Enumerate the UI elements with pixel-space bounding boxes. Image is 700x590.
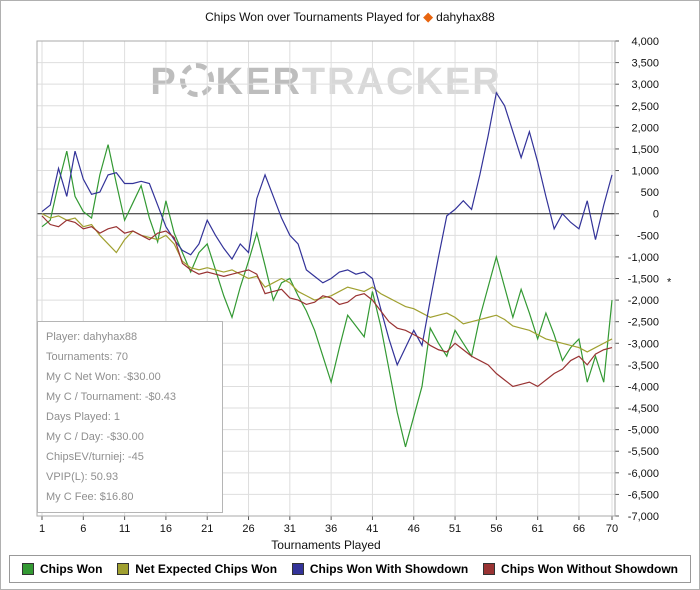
stat-line: Days Played: 1 xyxy=(46,411,120,423)
chart-title-player: dahyhax88 xyxy=(436,10,495,24)
legend-label: Chips Won With Showdown xyxy=(309,562,469,576)
stat-line: VPIP(L): 50.93 xyxy=(46,471,119,483)
y-axis-marker: * xyxy=(667,277,672,289)
stat-line: My C Net Won: -$30.00 xyxy=(46,371,161,383)
x-tick-label: 46 xyxy=(408,523,420,535)
chart-title-text: Chips Won over Tournaments Played for xyxy=(205,10,421,24)
y-tick-label: 1,000 xyxy=(631,166,659,178)
stat-line: ChipsEV/turniej: -45 xyxy=(46,451,144,463)
y-tick-label: -5,000 xyxy=(628,425,659,437)
y-tick-label: -1,000 xyxy=(628,252,659,264)
x-tick-label: 6 xyxy=(80,523,86,535)
y-tick-label: -1,500 xyxy=(628,274,659,286)
series-line-chips-won-without-showdown xyxy=(41,215,613,388)
y-tick-label: 3,000 xyxy=(631,79,659,91)
y-tick-label: 2,500 xyxy=(631,101,659,113)
y-tick-label: 0 xyxy=(653,209,659,221)
plot-frame xyxy=(36,40,616,517)
y-tick-label: 2,000 xyxy=(631,122,659,134)
x-tick-label: 51 xyxy=(449,523,461,535)
watermark-part3: TRACKER xyxy=(301,61,502,103)
x-tick-label: 21 xyxy=(201,523,213,535)
y-tick-label: -2,000 xyxy=(628,295,659,307)
legend-label: Chips Won xyxy=(40,562,103,576)
pokertracker-watermark: P KERTRACKER xyxy=(37,61,615,104)
x-tick-label: 41 xyxy=(366,523,378,535)
stat-line: Tournaments: 70 xyxy=(46,351,128,363)
y-tick-label: -2,500 xyxy=(628,317,659,329)
y-tick-label: -3,500 xyxy=(628,360,659,372)
x-tick-label: 66 xyxy=(573,523,585,535)
stat-line: My C Fee: $16.80 xyxy=(46,491,134,503)
poker-chip-icon xyxy=(179,63,214,97)
legend-item-net-expected-chips-won: Net Expected Chips Won xyxy=(117,562,277,576)
y-tick-label: -5,500 xyxy=(628,446,659,458)
x-tick-label: 1 xyxy=(39,523,45,535)
legend-label: Net Expected Chips Won xyxy=(135,562,278,576)
x-tick-label: 36 xyxy=(325,523,337,535)
y-tick-label: 1,500 xyxy=(631,144,659,156)
legend-label: Chips Won Without Showdown xyxy=(501,562,678,576)
y-tick-label: -7,000 xyxy=(628,511,659,523)
legend-swatch-icon xyxy=(483,563,496,575)
y-tick-label: -6,000 xyxy=(628,468,659,480)
stat-line: My C / Day: -$30.00 xyxy=(46,431,144,443)
stat-line: Player: dahyhax88 xyxy=(46,331,138,343)
legend-swatch-icon xyxy=(291,563,304,575)
y-tick-label: 3,500 xyxy=(631,58,659,70)
y-tick-label: -6,500 xyxy=(628,489,659,501)
x-tick-label: 11 xyxy=(119,523,130,535)
y-tick-label: 500 xyxy=(641,187,659,199)
x-tick-label: 16 xyxy=(160,523,172,535)
legend-item-chips-won: Chips Won xyxy=(22,562,102,576)
x-tick-label: 61 xyxy=(532,523,544,535)
legend-item-chips-won-with-showdown: Chips Won With Showdown xyxy=(291,562,469,576)
y-tick-label: -500 xyxy=(637,230,659,242)
legend-swatch-icon xyxy=(117,563,130,575)
watermark-part1: P xyxy=(150,61,178,103)
x-tick-label: 70 xyxy=(606,523,618,535)
legend-item-chips-won-without-showdown: Chips Won Without Showdown xyxy=(483,562,678,576)
series-line-chips-won-with-showdown xyxy=(41,91,613,367)
y-tick-label: 4,000 xyxy=(631,36,659,48)
legend-swatch-icon xyxy=(22,563,34,575)
y-tick-label: -3,000 xyxy=(628,338,659,350)
diamond-suit-icon: ◆ xyxy=(423,9,434,24)
y-tick-label: -4,500 xyxy=(628,403,659,415)
stat-line: My C / Tournament: -$0.43 xyxy=(46,391,177,403)
x-tick-label: 26 xyxy=(242,523,254,535)
x-tick-label: 31 xyxy=(284,523,296,535)
watermark-part2: KER xyxy=(215,61,302,103)
x-tick-label: 56 xyxy=(490,523,502,535)
y-tick-label: -4,000 xyxy=(628,381,659,393)
series-line-chips-won xyxy=(41,144,613,448)
chart-title: Chips Won over Tournaments Played for ◆ da… xyxy=(1,9,699,25)
x-axis-label: Tournaments Played xyxy=(271,538,380,552)
stats-overlay-box: Player: dahyhax88 Tournaments: 70 My C Net… xyxy=(37,321,223,513)
chart-legend: Chips Won Net Expected Chips Won Chips Won… xyxy=(9,555,691,583)
